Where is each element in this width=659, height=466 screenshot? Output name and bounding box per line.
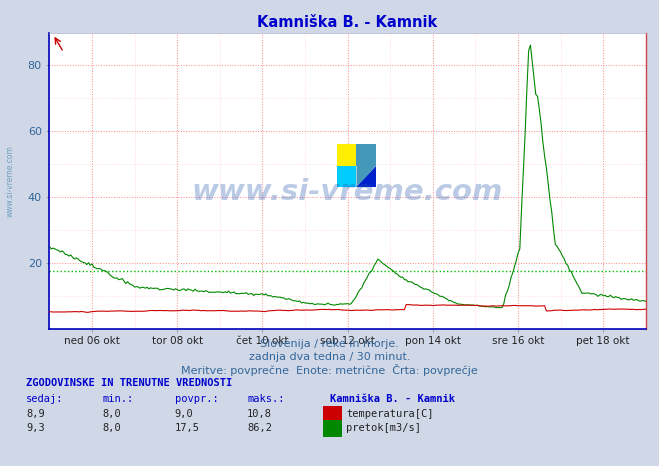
Text: Slovenija / reke in morje.: Slovenija / reke in morje. <box>260 339 399 349</box>
Polygon shape <box>357 144 376 166</box>
Text: 8,9: 8,9 <box>26 409 45 419</box>
Polygon shape <box>357 166 376 187</box>
Bar <box>337 166 357 187</box>
Text: 86,2: 86,2 <box>247 423 272 433</box>
Text: ZGODOVINSKE IN TRENUTNE VREDNOSTI: ZGODOVINSKE IN TRENUTNE VREDNOSTI <box>26 378 233 388</box>
Text: 9,0: 9,0 <box>175 409 193 419</box>
Text: temperatura[C]: temperatura[C] <box>346 409 434 419</box>
Text: 17,5: 17,5 <box>175 423 200 433</box>
Text: maks.:: maks.: <box>247 394 285 404</box>
Text: povpr.:: povpr.: <box>175 394 218 404</box>
Text: pretok[m3/s]: pretok[m3/s] <box>346 423 421 433</box>
Bar <box>337 144 357 166</box>
Text: 9,3: 9,3 <box>26 423 45 433</box>
Title: Kamniška B. - Kamnik: Kamniška B. - Kamnik <box>258 15 438 30</box>
Text: 8,0: 8,0 <box>102 423 121 433</box>
Text: 8,0: 8,0 <box>102 409 121 419</box>
Text: Meritve: povprečne  Enote: metrične  Črta: povprečje: Meritve: povprečne Enote: metrične Črta:… <box>181 364 478 377</box>
Text: 10,8: 10,8 <box>247 409 272 419</box>
Text: www.si-vreme.com: www.si-vreme.com <box>6 144 15 217</box>
Text: min.:: min.: <box>102 394 133 404</box>
Text: zadnja dva tedna / 30 minut.: zadnja dva tedna / 30 minut. <box>248 352 411 362</box>
Polygon shape <box>357 166 376 187</box>
Text: Kamniška B. - Kamnik: Kamniška B. - Kamnik <box>330 394 455 404</box>
Text: www.si-vreme.com: www.si-vreme.com <box>192 178 503 206</box>
Text: sedaj:: sedaj: <box>26 394 64 404</box>
